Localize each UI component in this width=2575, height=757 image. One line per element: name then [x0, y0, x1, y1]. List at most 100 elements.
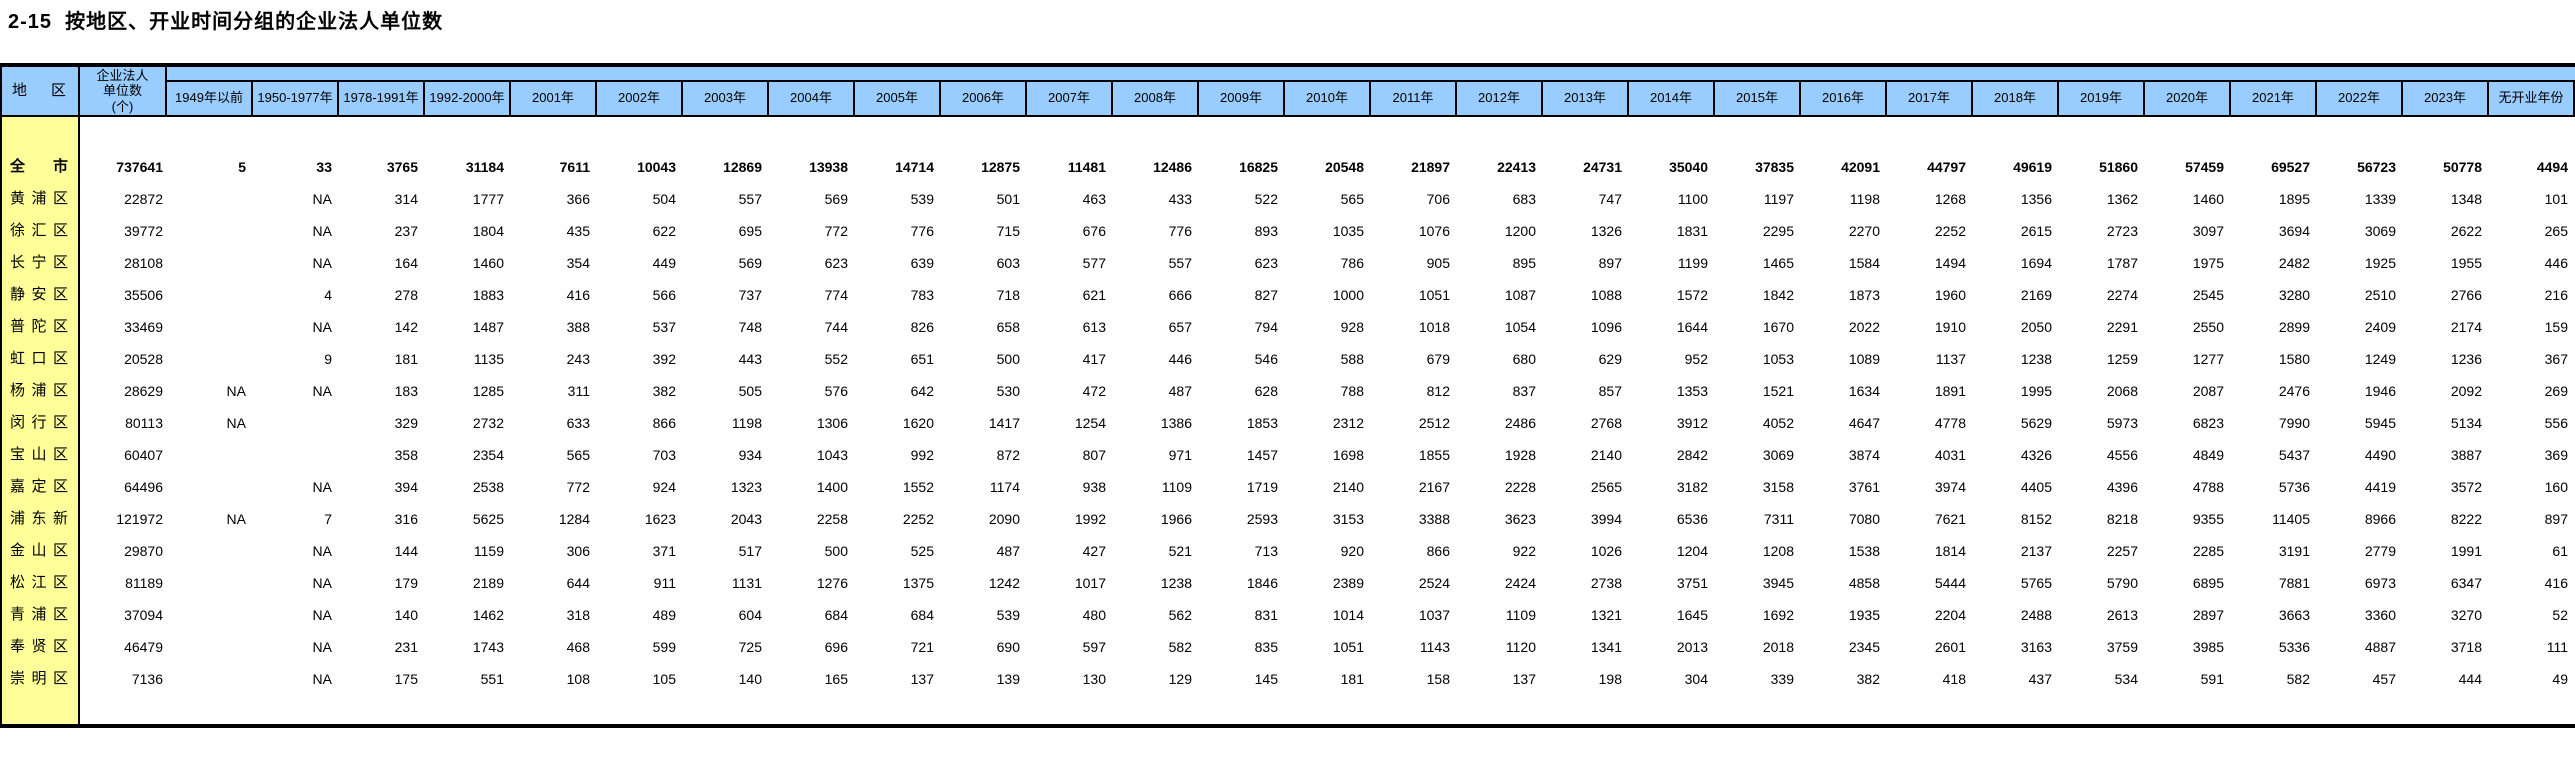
value-cell: 444	[2458, 671, 2482, 687]
value-cell: 569	[824, 191, 848, 207]
value-cell: 269	[2544, 383, 2568, 399]
value-cell: NA	[312, 639, 332, 655]
value-cell: 159	[2544, 319, 2568, 335]
value-cell: 437	[2028, 671, 2052, 687]
value-cell: 866	[652, 415, 676, 431]
value-cell: 1935	[1848, 607, 1880, 623]
value-cell: 1584	[1848, 255, 1880, 271]
value-cell: 613	[1082, 319, 1106, 335]
value-cell: 2550	[2192, 319, 2224, 335]
value-cell: 788	[1340, 383, 1364, 399]
value-cell: 463	[1082, 191, 1106, 207]
value-cell	[253, 439, 339, 471]
value-cell: 369	[2544, 447, 2568, 463]
value-cell: 7080	[1848, 511, 1880, 527]
value-cell: 3887	[2450, 447, 2482, 463]
value-cell: 897	[1598, 255, 1622, 271]
value-cell	[2145, 117, 2231, 151]
value-cell: 971	[1168, 447, 1192, 463]
value-cell	[1715, 117, 1801, 151]
value-cell: 1960	[1934, 287, 1966, 303]
region-cell: 普陀区	[0, 311, 80, 343]
value-cell: 934	[738, 447, 762, 463]
value-cell	[511, 695, 597, 724]
value-cell: 3765	[386, 159, 418, 175]
table-row: 宝山区 60407 358 2354 565 703 934 1043 992 872 807 971…	[0, 439, 2575, 471]
value-cell: 2043	[730, 511, 762, 527]
value-cell: 1076	[1418, 223, 1450, 239]
value-cell: 1285	[472, 383, 504, 399]
value-cell: 435	[566, 223, 590, 239]
value-cell	[855, 117, 941, 151]
value-cell: 3182	[1676, 479, 1708, 495]
region-cell: 浦东新区	[0, 503, 80, 535]
value-cell: 1199	[1677, 255, 1708, 271]
value-cell	[2059, 117, 2145, 151]
value-cell: 2018	[1762, 639, 1794, 655]
value-cell: 3912	[1676, 415, 1708, 431]
value-cell: 5736	[2278, 479, 2310, 495]
value-cell	[2059, 695, 2145, 724]
value-cell: 2842	[1676, 447, 1708, 463]
value-cell: 416	[2544, 575, 2568, 591]
value-cell: 1096	[1590, 319, 1622, 335]
value-cell: 783	[910, 287, 934, 303]
value-cell	[1715, 695, 1801, 724]
value-cell	[1973, 117, 2059, 151]
value-cell: 827	[1254, 287, 1278, 303]
value-cell: 920	[1340, 543, 1364, 559]
total-count-cell: 28108	[124, 255, 163, 271]
value-cell: 2738	[1590, 575, 1622, 591]
value-cell: 2768	[1590, 415, 1622, 431]
value-cell: 897	[2544, 511, 2568, 527]
value-cell: 4788	[2192, 479, 2224, 495]
column-header-year: 1949年以前	[167, 80, 253, 115]
statistics-table: 地区 企业法人 单位数 (个) 1949年以前 1950-1977年 1978-19…	[0, 63, 2575, 728]
value-cell: 2022	[1848, 319, 1880, 335]
value-cell: 623	[1254, 255, 1278, 271]
value-cell: 1362	[2106, 191, 2138, 207]
value-cell	[167, 183, 253, 215]
value-cell: 2899	[2278, 319, 2310, 335]
value-cell: 1465	[1762, 255, 1794, 271]
value-cell: 599	[652, 639, 676, 655]
value-cell: 2524	[1418, 575, 1450, 591]
value-cell: NA	[312, 191, 332, 207]
value-cell: 12486	[1153, 159, 1192, 175]
column-header-year: 1992-2000年	[425, 80, 511, 115]
value-cell: 5629	[2020, 415, 2052, 431]
value-cell: 69527	[2271, 159, 2310, 175]
value-cell: 1259	[2106, 351, 2138, 367]
total-count-cell: 7136	[131, 671, 163, 687]
column-header-year: 2014年	[1629, 80, 1715, 115]
value-cell: 1457	[1246, 447, 1278, 463]
value-cell: 1883	[472, 287, 504, 303]
value-cell: 3163	[2020, 639, 2052, 655]
value-cell	[1285, 117, 1371, 151]
value-cell: 52	[2552, 607, 2568, 623]
column-header-year: 2018年	[1973, 80, 2059, 115]
value-cell	[769, 117, 855, 151]
value-cell: 1356	[2020, 191, 2052, 207]
value-cell: 2167	[1418, 479, 1450, 495]
table-row: 静安区 35506 4 278 1883 416 566 737 774 783 718 621 666…	[0, 279, 2575, 311]
empty-row	[0, 695, 2575, 724]
value-cell: 1198	[731, 415, 762, 431]
value-cell: 22413	[1497, 159, 1536, 175]
value-cell: 1339	[2364, 191, 2396, 207]
column-header-year: 2004年	[769, 80, 855, 115]
value-cell: 1198	[1849, 191, 1880, 207]
value-cell: 1692	[1762, 607, 1794, 623]
value-cell: 1946	[2364, 383, 2396, 399]
table-row: 虹口区 20528 9 181 1135 243 392 443 552 651 500 417 446…	[0, 343, 2575, 375]
value-cell	[2317, 117, 2403, 151]
value-cell: 1017	[1074, 575, 1106, 591]
value-cell: 2512	[1418, 415, 1450, 431]
value-cell: 2622	[2450, 223, 2482, 239]
value-cell: 639	[910, 255, 934, 271]
value-cell: 500	[824, 543, 848, 559]
value-cell: 42091	[1841, 159, 1880, 175]
value-cell: 651	[910, 351, 934, 367]
value-cell: 4494	[2536, 159, 2568, 175]
value-cell: 181	[394, 351, 418, 367]
